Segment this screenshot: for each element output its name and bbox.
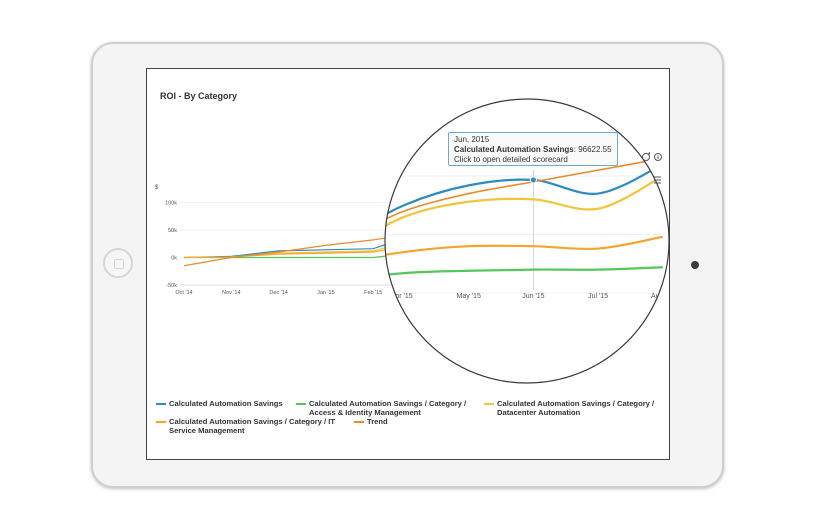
refresh-icon[interactable]	[642, 152, 651, 161]
y-unit-label: $	[155, 185, 159, 191]
legend-swatch	[156, 420, 166, 423]
legend-label: Calculated Automation Savings	[169, 399, 283, 408]
home-button[interactable]	[103, 248, 133, 278]
legend-item-total[interactable]: Calculated Automation Savings	[156, 399, 283, 408]
legend-label: Calculated Automation Savings / Category…	[169, 417, 335, 435]
series-line-trend	[183, 236, 390, 267]
legend-swatch	[296, 402, 306, 405]
y-tick-label: 50k	[168, 228, 177, 234]
legend-item-access-identity[interactable]: Calculated Automation Savings / Category…	[296, 399, 466, 417]
lens-series-line-calculated-automation-savings-category-access-identity-management	[385, 266, 663, 295]
lens-x-tick-label: pr '15	[395, 293, 412, 300]
lens-series-line-calculated-automation-savings-category-datacenter-automation	[385, 175, 664, 295]
highlighted-point	[529, 176, 537, 184]
legend-item-trend[interactable]: Trend	[354, 417, 388, 426]
y-tick-label: 100k	[165, 201, 177, 207]
x-tick-label: Feb '15	[364, 290, 382, 296]
lens-series-line-calculated-automation-savings-category-it-service-management	[385, 235, 663, 295]
main-series	[183, 236, 390, 267]
legend-swatch	[354, 420, 364, 423]
menu-icon[interactable]	[654, 176, 661, 184]
lens-series-line-trend	[385, 157, 663, 312]
lens-x-tick-label: Aug '15	[651, 293, 675, 300]
y-tick-label: 0k	[171, 256, 177, 262]
magnifier-lens: pr '15 May '15 Jun '15 Jul '15 Aug '15	[384, 98, 675, 384]
legend-item-it-service[interactable]: Calculated Automation Savings / Category…	[156, 417, 335, 435]
camera-icon	[691, 261, 699, 269]
chart-title: ROI - By Category	[160, 91, 238, 101]
home-button-square-icon	[114, 259, 124, 269]
chart-tooltip[interactable]: Jun, 2015 Calculated Automation Savings:…	[448, 132, 618, 166]
tooltip-date: Jun, 2015	[454, 135, 490, 144]
legend-swatch	[484, 402, 494, 405]
x-tick-label: Dec '14	[269, 290, 287, 296]
tooltip-value: 96622.55	[578, 145, 612, 154]
main-grid	[180, 202, 390, 286]
legend-swatch	[156, 402, 166, 405]
info-icon[interactable]	[654, 153, 662, 161]
series-line-calculated-automation-savings-category-access-identity-management	[184, 254, 390, 259]
lens-series-line-calculated-automation-savings	[385, 163, 664, 295]
legend-label: Trend	[367, 417, 388, 426]
tooltip-value-line: Calculated Automation Savings: 96622.55	[454, 145, 612, 154]
series-line-calculated-automation-savings-category-it-service-management	[183, 248, 390, 259]
legend-label: Calculated Automation Savings / Category…	[497, 399, 655, 417]
lens-x-tick-label: Jul '15	[588, 293, 608, 300]
x-tick-label: Oct '14	[175, 290, 192, 296]
lens-x-tick-label: Jun '15	[522, 293, 544, 300]
x-tick-label: Nov '14	[222, 290, 240, 296]
y-tick-label: -50k	[166, 283, 177, 289]
legend-item-datacenter[interactable]: Calculated Automation Savings / Category…	[484, 399, 654, 417]
tooltip-hint: Click to open detailed scorecard	[454, 155, 568, 164]
x-tick-label: Jan '15	[317, 290, 335, 296]
lens-x-tick-label: May '15	[457, 293, 481, 300]
legend-label: Calculated Automation Savings / Category…	[309, 399, 467, 417]
series-line-calculated-automation-savings	[183, 242, 390, 259]
tooltip-series: Calculated Automation Savings	[454, 145, 574, 154]
